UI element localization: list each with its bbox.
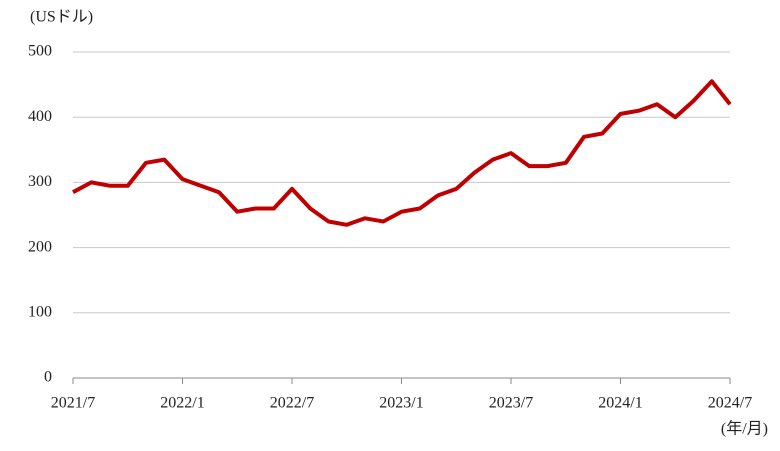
x-tick-label: 2023/1 <box>379 395 423 412</box>
x-tick-label: 2024/1 <box>598 395 642 412</box>
y-tick-label: 500 <box>28 43 52 60</box>
x-tick-label: 2021/7 <box>51 395 95 412</box>
y-tick-label: 200 <box>28 238 52 255</box>
line <box>72 79 732 227</box>
y-tick-label: 400 <box>28 108 52 125</box>
y-tick-label: 0 <box>44 369 52 386</box>
y-tick-label: 100 <box>28 303 52 320</box>
x-unit-label: (年/月) <box>721 420 768 438</box>
y-unit-label: (USドル) <box>30 9 93 26</box>
x-tick-label: 2024/7 <box>708 395 752 412</box>
x-tick-label: 2022/1 <box>160 395 204 412</box>
x-tick-label: 2023/7 <box>489 395 533 412</box>
x-tick-label: 2022/7 <box>270 395 314 412</box>
y-tick-label: 300 <box>28 173 52 190</box>
